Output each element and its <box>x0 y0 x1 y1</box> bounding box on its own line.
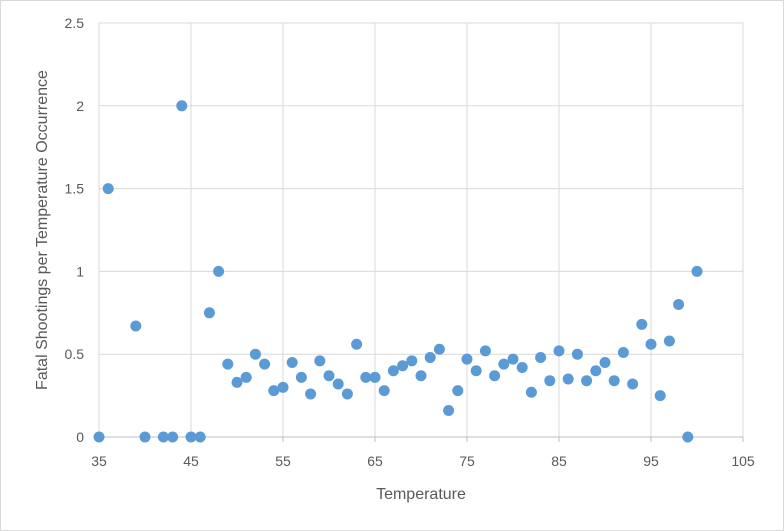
data-point <box>415 370 427 382</box>
data-point <box>489 370 501 382</box>
data-point <box>498 358 510 370</box>
data-point <box>553 345 565 357</box>
data-point <box>203 307 215 319</box>
data-point <box>507 353 519 365</box>
data-point <box>185 431 197 443</box>
data-point <box>268 385 280 397</box>
data-point <box>645 338 657 350</box>
data-point <box>378 385 390 397</box>
data-point <box>351 338 363 350</box>
data-point <box>571 348 583 360</box>
data-point <box>452 385 464 397</box>
data-point <box>194 431 206 443</box>
y-axis-title: Fatal Shootings per Temperature Occurren… <box>34 70 51 390</box>
grid-lines <box>99 22 744 437</box>
data-point <box>562 373 574 385</box>
data-point <box>387 365 399 377</box>
data-point <box>599 356 611 368</box>
y-tick-label: 1 <box>76 263 84 279</box>
x-tick-label: 95 <box>643 453 659 469</box>
data-point <box>102 183 114 195</box>
data-point <box>544 375 556 387</box>
y-tick-label: 2 <box>76 98 84 114</box>
data-point <box>249 348 261 360</box>
data-point <box>231 376 243 388</box>
x-axis-title: Temperature <box>376 486 466 503</box>
data-point <box>305 388 317 400</box>
data-point <box>93 431 105 443</box>
data-point <box>397 360 409 372</box>
data-point <box>590 365 602 377</box>
data-point <box>139 431 151 443</box>
data-point <box>581 375 593 387</box>
data-point <box>461 353 473 365</box>
data-point <box>627 378 639 390</box>
data-point <box>286 356 298 368</box>
data-point <box>213 265 225 277</box>
data-point <box>636 318 648 330</box>
data-point <box>240 371 252 383</box>
data-point <box>332 378 344 390</box>
data-point <box>295 371 307 383</box>
data-point <box>673 299 685 311</box>
data-point <box>341 388 353 400</box>
data-point <box>222 358 234 370</box>
data-point <box>654 390 666 402</box>
data-point <box>406 355 418 367</box>
data-point <box>424 352 436 364</box>
data-point <box>369 371 381 383</box>
data-point <box>130 320 142 332</box>
data-point <box>433 343 445 355</box>
y-tick-label: 2.5 <box>65 15 85 31</box>
data-point <box>663 335 675 347</box>
y-tick-label: 0 <box>76 429 84 445</box>
data-point <box>443 405 455 417</box>
data-point <box>525 386 537 398</box>
data-point <box>470 365 482 377</box>
y-tick-label: 0.5 <box>65 346 85 362</box>
data-point <box>277 381 289 393</box>
data-point <box>479 345 491 357</box>
data-points <box>93 100 703 443</box>
data-point <box>157 431 169 443</box>
x-tick-label: 85 <box>551 453 567 469</box>
x-tick-label: 35 <box>91 453 107 469</box>
data-point <box>314 355 326 367</box>
x-tick-label: 75 <box>459 453 475 469</box>
x-tick-label: 65 <box>367 453 383 469</box>
data-point <box>360 371 372 383</box>
data-point <box>617 347 629 359</box>
data-point <box>535 352 547 364</box>
x-tick-label: 55 <box>275 453 291 469</box>
data-point <box>516 361 528 373</box>
data-point <box>259 358 271 370</box>
tick-labels: 35 45 55 65 75 85 95 105 0 0.5 1 1.5 2 2.5 <box>65 15 755 469</box>
data-point <box>323 370 335 382</box>
data-point <box>176 100 188 112</box>
data-point <box>691 265 703 277</box>
data-point <box>167 431 179 443</box>
data-point <box>608 375 620 387</box>
y-tick-label: 1.5 <box>65 181 85 197</box>
x-tick-label: 45 <box>183 453 199 469</box>
data-point <box>682 431 694 443</box>
x-tick-label: 105 <box>731 453 755 469</box>
